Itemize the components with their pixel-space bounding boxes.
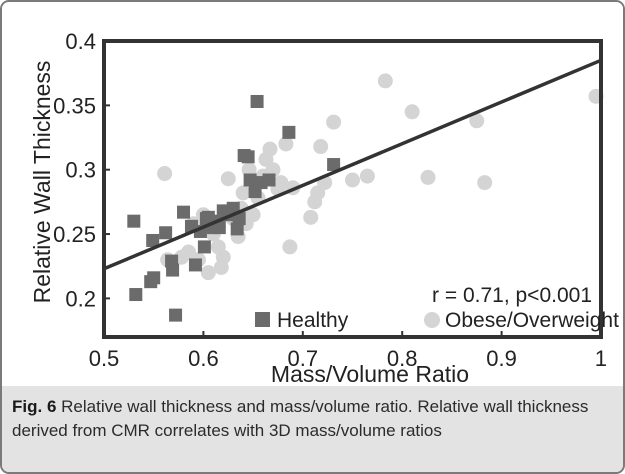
healthy-point-19 — [212, 221, 226, 235]
obese-point-28 — [282, 239, 298, 255]
obese-point-38 — [377, 73, 393, 89]
y-tick-label: 0.35 — [53, 93, 96, 118]
obese-point-19 — [245, 207, 261, 223]
legend: Healthy Obese/Overweight — [255, 309, 619, 332]
obese-point-7 — [200, 265, 216, 281]
healthy-point-13 — [197, 240, 211, 254]
x-axis-title: Mass/Volume Ratio — [271, 361, 469, 386]
obese-point-26 — [273, 175, 289, 191]
obese-point-30 — [303, 209, 319, 225]
y-tick-label: 0.2 — [65, 286, 96, 311]
healthy-point-5 — [159, 226, 173, 240]
y-tick-label: 0.25 — [53, 222, 96, 247]
healthy-point-1 — [129, 288, 143, 302]
healthy-point-3 — [146, 233, 160, 247]
healthy-point-31 — [262, 173, 276, 187]
y-axis-title: Relative Wall Thickness — [29, 61, 55, 304]
obese-point-40 — [420, 169, 436, 185]
obese-point-41 — [469, 113, 485, 129]
x-tick-label: 0.9 — [486, 346, 517, 371]
obese-point-24 — [265, 162, 281, 178]
plot-area-frame — [102, 39, 603, 339]
healthy-point-32 — [282, 125, 296, 139]
healthy-point-29 — [250, 94, 264, 108]
healthy-point-24 — [232, 212, 246, 226]
x-tick-label: 0.5 — [89, 346, 120, 371]
caption-label: Fig. 6 — [12, 397, 57, 416]
regression-line — [103, 58, 602, 271]
x-tick-label: 0.8 — [387, 346, 418, 371]
x-tick-label: 1 — [595, 346, 607, 371]
legend-marker-healthy — [255, 312, 270, 327]
healthy-point-7 — [166, 263, 180, 277]
healthy-point-4 — [147, 271, 161, 285]
legend-label-healthy: Healthy — [277, 309, 349, 332]
legend-marker-obese — [424, 312, 440, 328]
y-tick-label: 0.4 — [65, 29, 96, 54]
y-tick-label: 0.3 — [65, 158, 96, 183]
obese-point-23 — [262, 141, 278, 157]
obese-point-37 — [359, 168, 375, 184]
legend-label-obese: Obese/Overweight — [445, 309, 619, 332]
obese-point-18 — [241, 162, 257, 178]
obese-point-11 — [215, 249, 231, 265]
y-axis: 0.2 0.25 0.3 0.35 0.4 — [53, 29, 110, 311]
x-axis: 0.5 0.6 0.7 0.8 0.9 1 — [89, 331, 607, 371]
obese-point-39 — [404, 104, 420, 120]
healthy-point-33 — [327, 158, 341, 172]
obese-point-0 — [157, 166, 173, 182]
healthy-point-23 — [230, 222, 244, 236]
scatter-chart: 0.5 0.6 0.7 0.8 0.9 1 0.2 0.25 0.3 0.35 0.4 Relat… — [2, 2, 623, 386]
obese-point-12 — [220, 171, 236, 187]
healthy-point-26 — [241, 150, 255, 164]
x-tick-label: 0.6 — [188, 346, 219, 371]
healthy-point-8 — [169, 308, 183, 322]
obese-point-27 — [278, 136, 294, 152]
obese-point-33 — [313, 139, 329, 155]
caption-background — [2, 386, 623, 472]
correlation-annotation: r = 0.71, p<0.001 — [432, 284, 592, 307]
caption-text: Relative wall thickness and mass/volume … — [12, 397, 589, 440]
obese-point-36 — [345, 172, 360, 188]
healthy-point-11 — [188, 258, 202, 272]
healthy-point-9 — [177, 205, 191, 219]
obese-point-16 — [235, 185, 251, 201]
obese-point-42 — [477, 175, 493, 191]
healthy-point-27 — [243, 173, 257, 187]
healthy-point-0 — [127, 214, 141, 228]
figure-caption: Fig. 6 Relative wall thickness and mass/… — [12, 395, 612, 443]
obese-point-35 — [326, 114, 342, 130]
x-tick-label: 0.7 — [288, 346, 319, 371]
